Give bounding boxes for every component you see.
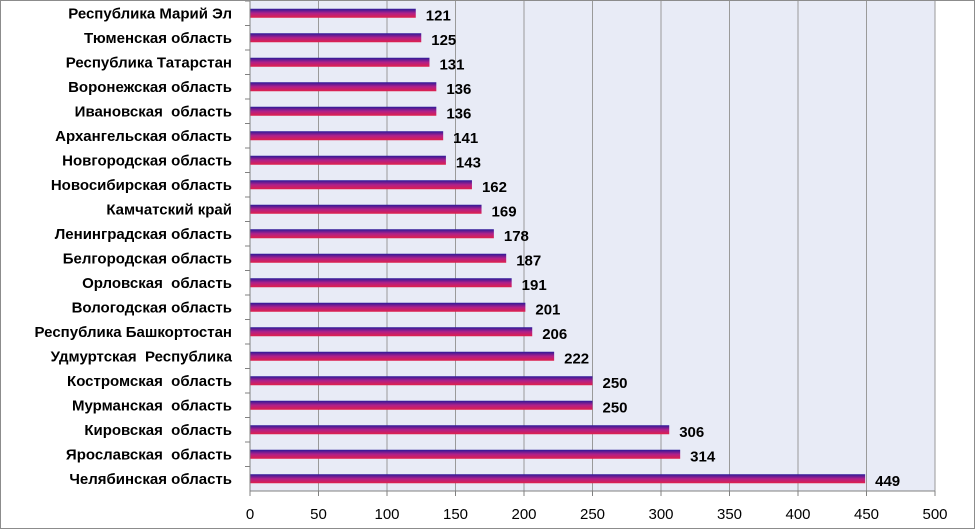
category-label: Республика Башкортостан — [35, 324, 232, 341]
bar — [250, 351, 555, 361]
data-label: 314 — [690, 448, 716, 465]
bar — [250, 57, 430, 67]
data-label: 250 — [603, 375, 628, 392]
data-label: 449 — [875, 473, 900, 490]
bar — [250, 327, 533, 337]
bar — [250, 425, 670, 435]
data-label: 136 — [446, 105, 471, 122]
category-label: Ивановская область — [75, 103, 232, 120]
axes — [245, 1, 936, 496]
data-label: 178 — [504, 228, 529, 245]
category-label: Архангельская область — [55, 128, 232, 145]
category-label: Вологодская область — [72, 299, 232, 316]
bar — [250, 155, 446, 165]
bar — [250, 8, 416, 18]
grid-lines — [318, 1, 936, 491]
x-tick-label: 150 — [443, 506, 468, 523]
bars — [250, 8, 866, 484]
bar — [250, 474, 866, 484]
x-tick-label: 0 — [246, 506, 254, 523]
category-label: Костромская область — [67, 373, 232, 390]
x-tick-label: 100 — [374, 506, 399, 523]
data-label: 136 — [446, 81, 471, 98]
category-label: Новосибирская область — [51, 177, 232, 194]
category-label: Челябинская область — [69, 471, 232, 488]
data-label: 191 — [522, 277, 547, 294]
x-tick-label: 300 — [648, 506, 673, 523]
category-label: Республика Марий Эл — [68, 5, 232, 22]
data-label: 187 — [516, 252, 541, 269]
category-label: Камчатский край — [106, 201, 232, 218]
bar — [250, 229, 494, 239]
category-label: Тюменская область — [84, 30, 232, 47]
data-label: 141 — [453, 130, 478, 147]
bar — [250, 449, 681, 459]
bar — [250, 33, 422, 43]
category-label: Удмуртская Республика — [51, 348, 233, 365]
data-label: 250 — [603, 399, 628, 416]
data-label: 121 — [426, 7, 451, 24]
category-label: Новгородская область — [62, 152, 232, 169]
category-label: Кировская область — [84, 422, 232, 439]
data-label: 206 — [542, 326, 567, 343]
x-tick-label: 250 — [580, 506, 605, 523]
x-tick-label: 400 — [785, 506, 810, 523]
data-label: 169 — [492, 203, 517, 220]
data-label: 143 — [456, 154, 481, 171]
x-tick-label: 450 — [854, 506, 879, 523]
category-label: Республика Татарстан — [66, 54, 232, 71]
x-tick-label: 50 — [310, 506, 327, 523]
category-label: Мурманская область — [72, 397, 232, 414]
bar — [250, 131, 444, 141]
x-tick-label: 200 — [511, 506, 536, 523]
data-label: 131 — [439, 56, 464, 73]
data-label: 201 — [535, 301, 560, 318]
category-label: Ленинградская область — [55, 226, 232, 243]
category-label: Белгородская область — [63, 250, 232, 267]
category-label: Воронежская область — [68, 79, 232, 96]
bar — [250, 302, 526, 312]
bar — [250, 376, 593, 386]
bar — [250, 204, 482, 214]
bar — [250, 400, 593, 410]
bar — [250, 180, 472, 190]
bar — [250, 82, 437, 92]
data-label: 125 — [431, 32, 456, 49]
x-tick-label: 500 — [922, 506, 947, 523]
bar — [250, 278, 512, 288]
data-label: 162 — [482, 179, 507, 196]
data-label: 222 — [564, 350, 589, 367]
x-tick-label: 350 — [717, 506, 742, 523]
bar — [250, 106, 437, 116]
labels: 0 50 100 150 200 250 300 350 400 450 500 Республика… — [35, 5, 948, 523]
data-label: 306 — [679, 424, 704, 441]
bar — [250, 253, 507, 263]
category-label: Орловская область — [82, 275, 232, 292]
category-label: Ярославская область — [66, 446, 232, 463]
